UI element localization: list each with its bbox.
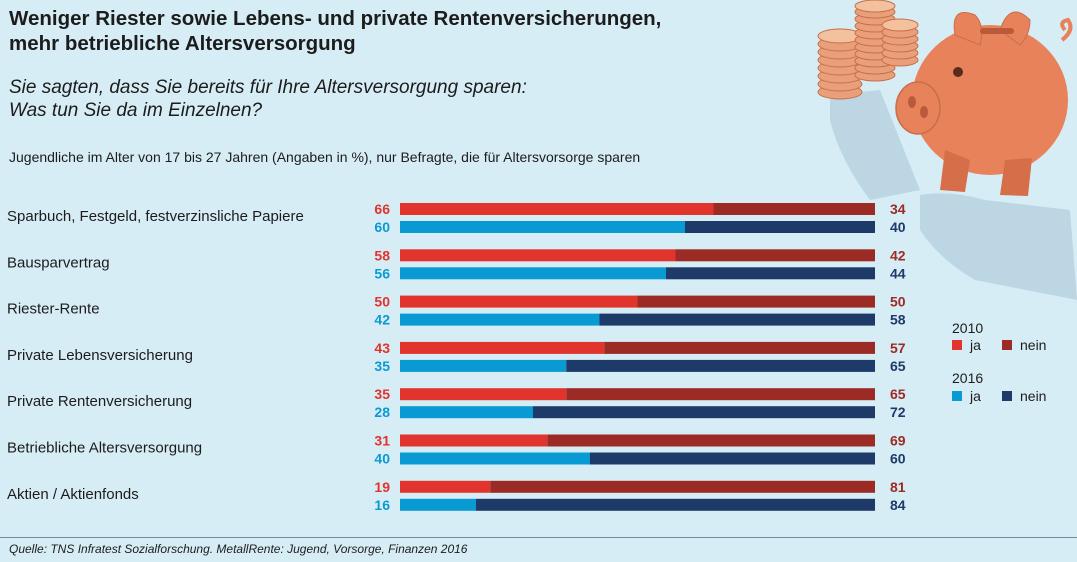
category-row: Private Rentenversicherung 35 65 28 72 [7, 386, 906, 420]
bar-ja-2010 [400, 203, 714, 215]
bar-ja-2010 [400, 480, 491, 493]
value-label-nein-2016: 40 [890, 219, 906, 235]
category-row: Bausparvertrag 58 42 56 44 [7, 247, 906, 281]
value-label-nein-2010: 69 [890, 433, 906, 449]
value-label-ja-2016: 40 [374, 451, 390, 467]
bar-ja-2010 [400, 388, 567, 401]
bar-ja-2016 [400, 313, 600, 326]
bar-ja-2010 [400, 341, 605, 354]
legend-swatch-2010-nein [1002, 340, 1012, 350]
value-label-ja-2016: 35 [374, 358, 390, 374]
value-label-ja-2010: 31 [374, 433, 390, 449]
value-label-ja-2016: 60 [374, 219, 390, 235]
subtitle-line-2: Was tun Sie da im Einzelnen? [9, 100, 263, 121]
pig-body [895, 11, 1073, 196]
bar-ja-2016 [400, 406, 533, 419]
value-label-nein-2016: 84 [890, 497, 906, 513]
piggy-bank-illustration [817, 0, 1077, 300]
category-label: Private Rentenversicherung [7, 393, 192, 410]
legend-label-2016-nein: nein [1020, 388, 1046, 404]
category-label: Riester-Rente [7, 301, 100, 318]
value-label-nein-2010: 81 [890, 479, 906, 495]
bar-rows: Sparbuch, Festgeld, festverzinsliche Pap… [7, 201, 906, 513]
bar-nein-2016 [666, 267, 875, 280]
coin-stack-left [817, 28, 863, 100]
value-label-ja-2010: 50 [374, 294, 390, 310]
footer-divider [0, 537, 1077, 538]
chart-legend: 2010 ja nein 2016 ja nein [952, 320, 1046, 404]
category-label: Sparbuch, Festgeld, festverzinsliche Pap… [7, 208, 304, 225]
value-label-ja-2016: 16 [374, 497, 390, 513]
category-label: Betriebliche Altersversorgung [7, 440, 202, 457]
bar-nein-2010 [675, 249, 875, 262]
value-label-ja-2010: 66 [374, 201, 390, 217]
bar-ja-2016 [400, 452, 590, 465]
value-label-nein-2010: 65 [890, 386, 906, 402]
bar-ja-2010 [400, 434, 548, 447]
category-row: Aktien / Aktienfonds 19 81 16 84 [7, 479, 906, 513]
bar-nein-2016 [590, 452, 875, 465]
value-label-nein-2016: 58 [890, 312, 906, 328]
coin-shadow [830, 90, 920, 200]
legend-year-2010: 2010 [952, 320, 983, 336]
value-label-nein-2010: 42 [890, 247, 906, 263]
bar-ja-2010 [400, 249, 676, 262]
value-label-ja-2016: 42 [374, 312, 390, 328]
chart-note: Jugendliche im Alter von 17 bis 27 Jahre… [9, 149, 641, 165]
value-label-nein-2016: 72 [890, 404, 906, 420]
value-label-ja-2010: 35 [374, 386, 390, 402]
bar-nein-2016 [476, 498, 875, 511]
bar-nein-2016 [533, 406, 875, 419]
source-note: Quelle: TNS Infratest Sozialforschung. M… [9, 542, 468, 556]
category-label: Private Lebensversicherung [7, 347, 193, 364]
bar-nein-2010 [566, 388, 875, 401]
chart-title: Weniger Riester sowie Lebens- und privat… [9, 6, 729, 56]
category-row: Private Lebensversicherung 43 57 35 65 [7, 340, 906, 374]
value-label-nein-2016: 65 [890, 358, 906, 374]
bar-ja-2016 [400, 221, 685, 233]
legend-label-2010-ja: ja [969, 337, 981, 353]
category-label: Aktien / Aktienfonds [7, 486, 139, 503]
bar-nein-2010 [604, 341, 875, 354]
legend-label-2016-ja: ja [969, 388, 981, 404]
title-line-1: Weniger Riester sowie Lebens- und privat… [9, 7, 662, 30]
value-label-ja-2010: 43 [374, 340, 390, 356]
stacked-bar-chart: Sparbuch, Festgeld, festverzinsliche Pap… [7, 201, 1046, 513]
bar-nein-2010 [490, 480, 875, 493]
value-label-nein-2010: 57 [890, 340, 906, 356]
bar-ja-2016 [400, 498, 476, 511]
bar-nein-2010 [637, 295, 875, 308]
legend-label-2010-nein: nein [1020, 337, 1046, 353]
value-label-nein-2010: 34 [890, 201, 906, 217]
legend-swatch-2010-ja [952, 340, 962, 350]
value-label-nein-2010: 50 [890, 294, 906, 310]
category-row: Sparbuch, Festgeld, festverzinsliche Pap… [7, 201, 906, 235]
bar-nein-2016 [566, 359, 875, 372]
chart-subtitle: Sie sagten, dass Sie bereits für Ihre Al… [9, 76, 729, 122]
value-label-nein-2016: 60 [890, 451, 906, 467]
value-label-ja-2010: 58 [374, 247, 390, 263]
bar-ja-2016 [400, 267, 666, 280]
bar-nein-2016 [599, 313, 875, 326]
title-line-2: mehr betriebliche Altersversorgung [9, 32, 356, 55]
category-row: Betriebliche Altersversorgung 31 69 40 60 [7, 433, 906, 467]
bar-nein-2010 [713, 203, 875, 215]
value-label-ja-2016: 28 [374, 404, 390, 420]
bar-ja-2010 [400, 295, 638, 308]
category-row: Riester-Rente 50 50 42 58 [7, 294, 906, 328]
coin-stack-right [881, 18, 919, 67]
bar-nein-2016 [685, 221, 875, 233]
bar-nein-2010 [547, 434, 875, 447]
bar-ja-2016 [400, 359, 567, 372]
legend-swatch-2016-ja [952, 391, 962, 401]
subtitle-line-1: Sie sagten, dass Sie bereits für Ihre Al… [9, 77, 527, 98]
value-label-nein-2016: 44 [890, 265, 906, 281]
value-label-ja-2010: 19 [374, 479, 390, 495]
legend-year-2016: 2016 [952, 370, 983, 386]
category-label: Bausparvertrag [7, 254, 110, 271]
legend-swatch-2016-nein [1002, 391, 1012, 401]
pig-shadow [920, 193, 1077, 300]
value-label-ja-2016: 56 [374, 265, 390, 281]
